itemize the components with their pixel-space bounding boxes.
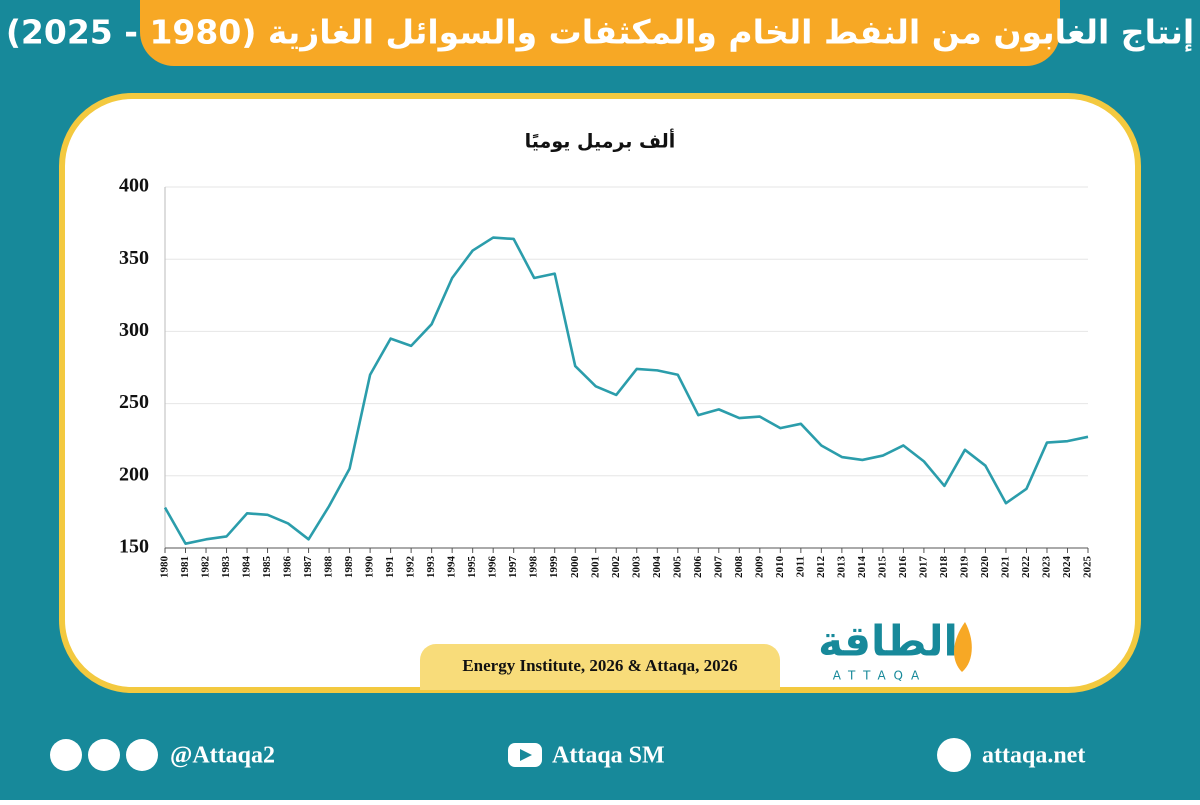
x-tick-label: 2017 <box>917 556 929 579</box>
chart-title: إنتاج الغابون من النفط الخام والمكثفات و… <box>6 13 1194 53</box>
globe-icon <box>937 738 971 772</box>
source-pill <box>420 644 780 690</box>
x-tick-label: 1997 <box>507 556 519 579</box>
y-tick-label: 350 <box>119 247 149 269</box>
logo-arabic: الطاقة <box>818 617 958 666</box>
title-pill <box>140 0 1060 66</box>
x-tick-label: 2010 <box>774 556 786 579</box>
x-tick-label: 2019 <box>958 556 970 579</box>
x-tick-label: 2008 <box>733 556 745 579</box>
x-tick-label: 2015 <box>876 556 888 579</box>
x-tick-label: 1992 <box>405 556 417 579</box>
x-tick-label: 1993 <box>425 556 437 579</box>
x-tick-label: 1995 <box>466 556 478 579</box>
x-tick-label: 1998 <box>528 556 540 579</box>
x-tick-label: 2016 <box>897 556 909 579</box>
x-tick-label: 2014 <box>856 556 868 579</box>
y-tick-label: 300 <box>119 319 149 341</box>
x-tick-label: 2024 <box>1061 556 1073 579</box>
x-tick-label: 1994 <box>446 556 458 579</box>
x-tick-label: 1990 <box>364 556 376 579</box>
y-axis-label: ألف برميل يوميًا <box>525 129 676 153</box>
x-tick-label: 2002 <box>610 556 622 579</box>
x-tick-label: 1985 <box>261 556 273 579</box>
source: Energy Institute, 2026 & Attaqa, 2026 <box>462 656 737 675</box>
x-tick-label: 1996 <box>487 556 499 579</box>
x-tick-label: 2007 <box>712 556 724 579</box>
x-tick-label: 1987 <box>302 556 314 579</box>
data-line <box>163 236 1089 545</box>
footer-handle: @Attaqa2 <box>170 743 275 769</box>
y-tick-label: 250 <box>119 391 149 413</box>
x-tick-label: 2006 <box>692 556 704 579</box>
x-tick-label: 2018 <box>938 556 950 579</box>
x-tick-label: 2001 <box>589 556 601 578</box>
logo-latin: ATTAQA <box>833 669 927 683</box>
x-tick-label: 2004 <box>651 556 663 579</box>
x-tick-label: 2005 <box>671 556 683 579</box>
x-tick-label: 1980 <box>159 556 171 579</box>
x-tick-label: 2022 <box>1020 556 1032 579</box>
x-tick-label: 2025 <box>1082 556 1094 579</box>
x-tick-label: 2020 <box>979 556 991 579</box>
x-tick-label: 2009 <box>753 556 765 579</box>
youtube-play <box>520 749 532 761</box>
y-tick-label: 200 <box>119 463 149 485</box>
logo-drop <box>954 622 972 672</box>
x-tick-label: 2003 <box>630 556 642 579</box>
footer-youtube: Attaqa SM <box>552 743 665 769</box>
x-tick-label: 1989 <box>343 556 355 579</box>
facebook-icon <box>126 739 158 771</box>
y-tick-label: 150 <box>119 536 149 558</box>
x-tick-label: 2023 <box>1041 556 1053 579</box>
y-tick-label: 400 <box>119 175 149 197</box>
x-tick-label: 2000 <box>569 556 581 579</box>
x-tick-label: 1981 <box>179 556 191 578</box>
x-tick-label: 1986 <box>282 556 294 579</box>
x-tick-label: 2013 <box>835 556 847 579</box>
x-tick-label: 1983 <box>220 556 232 579</box>
panel <box>59 93 1141 693</box>
instagram-icon <box>88 739 120 771</box>
x-tick-label: 2021 <box>999 556 1011 578</box>
x-tick-label: 1991 <box>384 556 396 578</box>
x-tick-label: 1982 <box>200 556 212 579</box>
footer-website: attaqa.net <box>982 743 1085 769</box>
social-icons <box>50 738 971 772</box>
x-tick-label: 1999 <box>548 556 560 579</box>
x-tick-label: 1988 <box>323 556 335 579</box>
x-tick-label: 2011 <box>794 556 806 577</box>
x-tick-label: 2012 <box>815 556 827 579</box>
x-icon <box>50 739 82 771</box>
x-tick-label: 1984 <box>241 556 253 579</box>
